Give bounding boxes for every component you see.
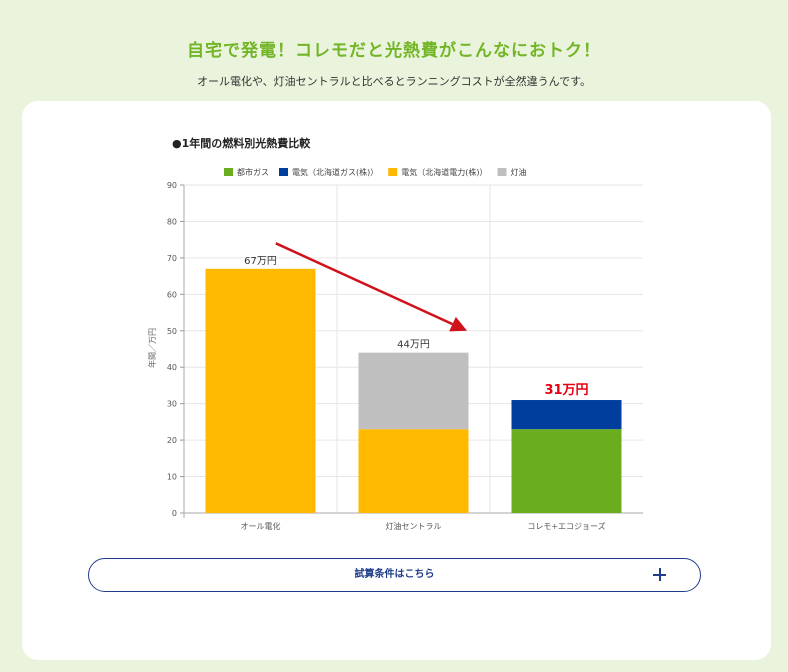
x-tick-label: 灯油セントラル [386, 521, 442, 531]
y-tick-label: 20 [167, 436, 177, 445]
legend-swatch [279, 168, 288, 176]
bar-segment [205, 268, 316, 513]
bar-segment [511, 400, 622, 430]
y-tick-label: 80 [167, 217, 177, 226]
y-tick-label: 60 [167, 290, 177, 299]
legend-item: 電気（北海道電力(株)） [401, 167, 487, 177]
data-label: 31万円 [544, 383, 588, 398]
chart-title: ●1年間の燃料別光熱費比較 [172, 137, 311, 150]
page-title: 自宅で発電！コレモだと光熱費がこんなにおトク！ [187, 41, 601, 61]
legend-item: 都市ガス [237, 167, 269, 177]
bar-segment [511, 429, 622, 513]
x-tick-label: オール電化 [241, 521, 281, 531]
legend-item: 電気（北海道ガス(株)） [292, 167, 378, 177]
y-tick-label: 50 [167, 327, 177, 336]
legend-swatch [497, 168, 507, 176]
chart-bars [205, 268, 622, 513]
y-tick-label: 0 [172, 509, 177, 518]
bar-segment [358, 352, 469, 430]
chart-legend: 都市ガス 電気（北海道ガス(株)） 電気（北海道電力(株)） 灯油 [224, 167, 527, 177]
y-tick-label: 40 [167, 363, 177, 372]
y-tick-label: 70 [167, 254, 177, 263]
legend-item: 灯油 [511, 167, 527, 177]
chart-annotation [275, 242, 468, 332]
data-label: 44万円 [397, 340, 430, 351]
y-tick-label: 30 [167, 400, 177, 409]
chart-labels: 67万円 44万円 31万円 [244, 256, 588, 398]
legend-swatch [388, 168, 398, 176]
y-tick-label: 10 [167, 473, 177, 482]
conditions-button[interactable]: 試算条件はこちら [88, 558, 701, 592]
y-axis-label: 年間／万円 [147, 328, 157, 368]
y-tick-label: 90 [167, 181, 177, 190]
x-tick-label: コレモ+エコジョーズ [527, 521, 605, 531]
trend-arrow [275, 242, 454, 326]
trend-arrow-head [449, 316, 468, 332]
data-label: 67万円 [244, 256, 277, 267]
conditions-button-label: 試算条件はこちら [354, 569, 435, 580]
legend-swatch [224, 168, 233, 176]
plus-icon [653, 568, 666, 581]
page-subtitle: オール電化や、灯油セントラルと比べるとランニングコストが全然違うんです。 [196, 75, 592, 88]
bar-segment [358, 429, 469, 513]
